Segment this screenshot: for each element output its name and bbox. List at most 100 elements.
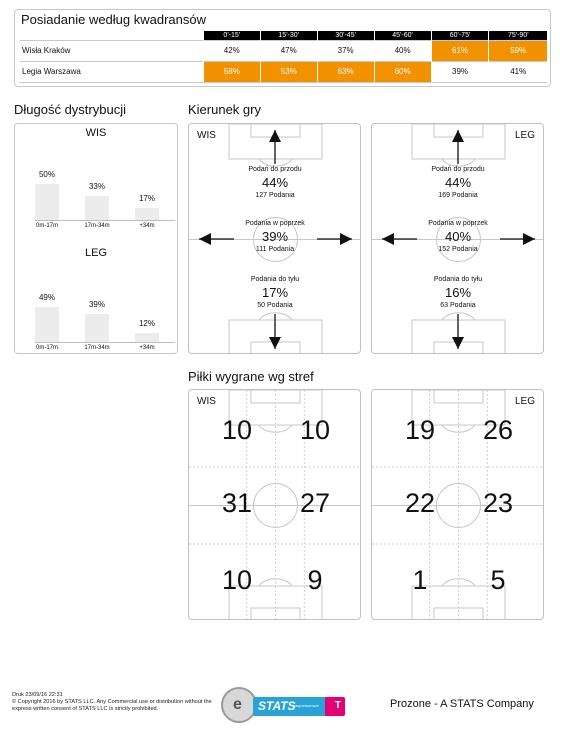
- direction-percent: 16%: [444, 285, 472, 300]
- distribution-bar: [85, 314, 109, 342]
- direction-count: 50 Podania: [257, 302, 293, 309]
- arrow-icon: [269, 337, 281, 349]
- table-row: Wisła Kraków 42% 47% 37% 40% 61% 59%: [19, 39, 547, 61]
- distribution-category: 17m-34m: [84, 345, 110, 351]
- zones-pitch-leg: LEG 19 26 22 23 1 5: [371, 389, 544, 620]
- direction-label: Podania do tyłu: [250, 276, 300, 283]
- distribution-team-name: WIS: [85, 127, 107, 139]
- distribution-category: 0m-17m: [35, 345, 58, 351]
- possession-cell: 40%: [373, 39, 432, 61]
- possession-cell: 53%: [259, 60, 318, 83]
- arrow-icon: [523, 233, 535, 245]
- distribution-bar: [35, 184, 59, 220]
- arrow-icon: [199, 233, 211, 245]
- zone-value: 10: [221, 415, 253, 445]
- zone-value: 19: [404, 415, 436, 445]
- direction-label: Podania w poprzek: [245, 220, 305, 227]
- team-name: Wisła Kraków: [19, 39, 204, 61]
- distribution-value: 12%: [138, 319, 155, 328]
- zone-value: 5: [490, 565, 506, 595]
- period-header: 30'-45': [316, 31, 375, 40]
- pitch-lines: [372, 390, 543, 619]
- zones-title: Piłki wygrane wg stref: [188, 369, 314, 384]
- arrow-icon: [340, 233, 352, 245]
- possession-cell: 58%: [202, 60, 261, 83]
- copyright-text: © Copyright 2016 by STATS LLC. Any Comme…: [12, 699, 212, 712]
- zone-value: 22: [404, 488, 436, 518]
- distribution-axis: [35, 342, 175, 343]
- direction-team-name: LEG: [514, 130, 535, 141]
- direction-label: Podania w poprzek: [428, 220, 488, 227]
- zone-value: 27: [299, 488, 331, 518]
- direction-count: 127 Podania: [255, 192, 295, 199]
- possession-title: Posiadanie według kwadransów: [21, 12, 207, 27]
- direction-percent: 44%: [444, 175, 472, 190]
- possession-card: Posiadanie według kwadransów 0'-15' 15'-…: [14, 9, 551, 87]
- distribution-bar: [135, 208, 159, 220]
- direction-percent: 44%: [261, 175, 289, 190]
- direction-label: Podania do tyłu: [433, 276, 483, 283]
- distribution-value: 39%: [88, 300, 105, 309]
- period-header: 75'-90': [488, 31, 547, 40]
- distribution-value: 50%: [38, 170, 55, 179]
- possession-cell: 37%: [316, 39, 375, 61]
- possession-cell: 60%: [373, 60, 432, 83]
- possession-table: 0'-15' 15'-30' 30'-45' 45'-60' 60'-75' 7…: [19, 31, 547, 83]
- team-name: Legia Warszawa: [19, 60, 204, 83]
- period-header: 15'-30': [259, 31, 318, 40]
- direction-count: 63 Podania: [440, 302, 476, 309]
- possession-cell: 61%: [430, 39, 489, 61]
- period-header: 45'-60': [373, 31, 432, 40]
- distribution-category: +34m: [139, 345, 155, 351]
- distribution-value: 17%: [138, 194, 155, 203]
- table-corner: [20, 31, 204, 40]
- arrow-icon: [382, 233, 394, 245]
- direction-label: Podań do przodu: [248, 166, 302, 173]
- zones-pitch-wis: WIS 10 10 31 27 10 9: [188, 389, 361, 620]
- arrow-icon: [269, 130, 281, 142]
- zone-value: 10: [221, 565, 253, 595]
- distribution-category: +34m: [139, 223, 155, 229]
- direction-pitch-wis: WIS Podań do przodu 44% 127 Podania Podania …: [188, 123, 361, 354]
- company-name: Prozone - A STATS Company: [390, 698, 534, 710]
- distribution-team-name: LEG: [84, 247, 107, 259]
- direction-label: Podań do przodu: [431, 166, 485, 173]
- pitch-lines: [372, 124, 543, 353]
- possession-cell: 42%: [202, 39, 261, 61]
- zone-value: 10: [299, 415, 331, 445]
- period-header: 60'-75': [430, 31, 489, 40]
- direction-team-name: WIS: [197, 130, 216, 141]
- possession-cell: 63%: [316, 60, 375, 83]
- distribution-value: 49%: [38, 293, 55, 302]
- direction-count: 169 Podania: [438, 192, 478, 199]
- direction-percent: 39%: [261, 229, 289, 244]
- possession-cell: 41%: [488, 60, 547, 83]
- zone-value: 26: [482, 415, 514, 445]
- pitch-lines: [189, 124, 360, 353]
- distribution-axis: [35, 220, 175, 221]
- arrow-icon: [452, 337, 464, 349]
- possession-cell: 39%: [430, 60, 489, 83]
- zones-team-name: WIS: [197, 396, 216, 407]
- distribution-bar: [135, 333, 159, 342]
- print-date: Druk 23/09/16 22:31: [12, 692, 63, 698]
- distribution-card: WIS 50% 0m-17m 33% 17m-34m 17% +34m LEG 49% 0m-17…: [14, 123, 178, 354]
- footer-legal: Druk 23/09/16 22:31 © Copyright 2016 by …: [12, 692, 217, 713]
- arrow-icon: [452, 130, 464, 142]
- possession-cell: 47%: [259, 39, 318, 61]
- zone-value: 23: [482, 488, 514, 518]
- zone-value: 31: [221, 488, 253, 518]
- table-row: Legia Warszawa 58% 53% 63% 60% 39% 41%: [19, 60, 547, 83]
- zones-team-name: LEG: [514, 396, 535, 407]
- zone-value: 1: [412, 565, 428, 595]
- direction-title: Kierunek gry: [188, 102, 261, 117]
- direction-count: 111 Podania: [255, 246, 295, 253]
- possession-cell: 59%: [488, 39, 547, 61]
- direction-pitch-leg: LEG Podań do przodu 44% 169 Podania Podania …: [371, 123, 544, 354]
- distribution-category: 0m-17m: [35, 223, 58, 229]
- distribution-bar: [85, 196, 109, 220]
- league-logo: e: [221, 687, 257, 723]
- stats-logo: STATS zasponsorowe T: [253, 697, 345, 716]
- period-header: 0'-15': [202, 31, 261, 40]
- direction-percent: 40%: [444, 229, 472, 244]
